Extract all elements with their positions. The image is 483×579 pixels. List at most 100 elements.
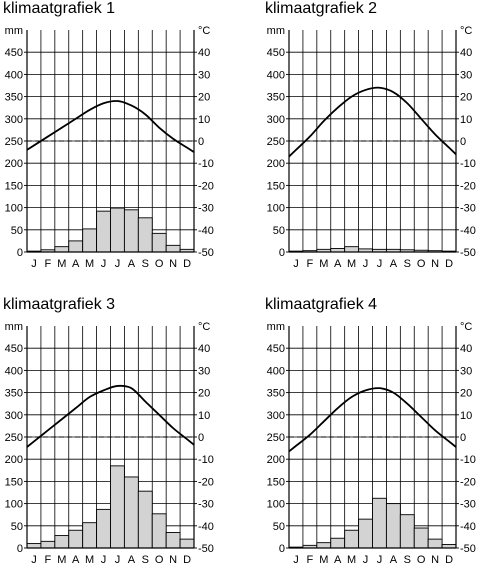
precipitation-bar: [68, 240, 84, 253]
month-label: J: [293, 554, 299, 566]
month-label: A: [390, 554, 398, 566]
right-tick-label: -20: [460, 476, 476, 488]
month-label: S: [142, 258, 149, 270]
month-label: D: [183, 258, 191, 270]
right-tick-label: -20: [198, 476, 214, 488]
month-label: J: [377, 554, 383, 566]
left-tick-label: 250: [267, 136, 285, 148]
precipitation-bar: [165, 532, 181, 549]
right-tick-label: 30: [460, 365, 472, 377]
left-tick-label: 100: [267, 203, 285, 215]
left-tick-label: 300: [267, 114, 285, 126]
precipitation-bar: [82, 228, 98, 253]
left-axis-unit: mm: [267, 25, 285, 37]
climate-chart-svg: 050100150200250300350400450mm-50-40-30-2…: [267, 25, 476, 270]
climate-chart-svg: 050100150200250300350400450mm-50-40-30-2…: [267, 321, 476, 566]
climate-chart-3: klimaatgrafiek 3 0 50 100 150 200 250 300 350 40…: [0, 296, 241, 579]
left-tick-label: 150: [5, 180, 23, 192]
month-label: S: [142, 554, 149, 566]
right-axis-unit: °C: [198, 25, 210, 37]
precipitation-bar: [68, 529, 84, 549]
precipitation-bar: [385, 503, 401, 549]
left-tick-label: 50: [273, 225, 285, 237]
precipitation-bar: [344, 529, 360, 549]
precipitation-bar: [26, 543, 42, 549]
right-tick-label: 30: [198, 365, 210, 377]
precipitation-bar: [413, 527, 429, 549]
month-label: O: [417, 554, 426, 566]
month-label: F: [45, 554, 52, 566]
precipitation-bar: [110, 207, 125, 253]
precipitation-bar: [151, 232, 167, 253]
right-tick-label: -20: [460, 180, 476, 192]
month-label: J: [363, 258, 369, 270]
month-label: J: [115, 258, 121, 270]
precipitation-bar: [96, 210, 111, 253]
precipitation-bar: [316, 542, 332, 549]
left-tick-label: 450: [267, 343, 285, 355]
month-label: F: [45, 258, 52, 270]
month-label: J: [377, 258, 383, 270]
month-label: D: [445, 554, 453, 566]
climate-chart-2: klimaatgrafiek 2 0 50 100 150 200 250 300 350 40…: [262, 0, 483, 283]
month-label: M: [57, 258, 66, 270]
chart-title: klimaatgrafiek 4: [265, 296, 378, 313]
month-label: A: [128, 258, 136, 270]
precipitation-bar: [179, 538, 195, 549]
month-label: S: [404, 258, 411, 270]
precipitation-bar: [54, 535, 70, 549]
climate-chart-svg: 050100150200250300350400450mm-50-40-30-2…: [5, 321, 214, 566]
left-axis-unit: mm: [267, 321, 285, 333]
month-label: O: [155, 258, 164, 270]
month-label: D: [445, 258, 453, 270]
left-tick-label: 300: [267, 410, 285, 422]
right-tick-label: -40: [460, 521, 476, 533]
month-label: J: [31, 258, 37, 270]
left-tick-label: 250: [267, 432, 285, 444]
month-label: A: [334, 554, 342, 566]
chart-title: klimaatgrafiek 2: [265, 0, 378, 17]
right-tick-label: 20: [198, 388, 210, 400]
left-tick-label: 350: [267, 388, 285, 400]
right-tick-label: 20: [460, 92, 472, 104]
left-tick-label: 150: [267, 180, 285, 192]
right-tick-label: 20: [460, 388, 472, 400]
left-tick-label: 150: [267, 476, 285, 488]
climate-chart-4: klimaatgrafiek 4 0 50 100 150 200 250 300 350 40…: [262, 296, 483, 579]
precipitation-bar: [137, 490, 153, 549]
month-label: O: [417, 258, 426, 270]
precipitation-bar: [165, 244, 181, 253]
right-tick-label: 10: [460, 410, 472, 422]
left-tick-label: 400: [5, 69, 23, 81]
right-tick-label: 40: [198, 47, 210, 59]
right-tick-label: -10: [198, 454, 214, 466]
right-tick-label: 40: [460, 343, 472, 355]
precipitation-bar: [40, 540, 56, 549]
month-label: M: [319, 554, 328, 566]
left-tick-label: 350: [5, 92, 23, 104]
right-tick-label: -40: [198, 225, 214, 237]
precipitation-bar: [137, 217, 153, 253]
precipitation-bar: [54, 246, 70, 253]
left-tick-label: 300: [5, 114, 23, 126]
right-tick-label: 30: [460, 69, 472, 81]
precipitation-bar: [123, 476, 139, 549]
month-label: M: [85, 554, 94, 566]
month-label: M: [85, 258, 94, 270]
month-label: F: [307, 554, 314, 566]
month-label: A: [72, 258, 80, 270]
month-label: S: [404, 554, 411, 566]
month-label: D: [183, 554, 191, 566]
month-label: O: [155, 554, 164, 566]
right-tick-label: -50: [198, 247, 214, 259]
precipitation-bar: [358, 518, 373, 549]
month-label: N: [431, 258, 439, 270]
month-label: M: [347, 258, 356, 270]
right-tick-label: 0: [198, 136, 204, 148]
right-tick-label: 0: [460, 432, 466, 444]
month-label: N: [431, 554, 439, 566]
month-label: J: [293, 258, 299, 270]
right-tick-label: -50: [460, 543, 476, 555]
month-label: N: [169, 258, 177, 270]
left-tick-label: 450: [5, 47, 23, 59]
